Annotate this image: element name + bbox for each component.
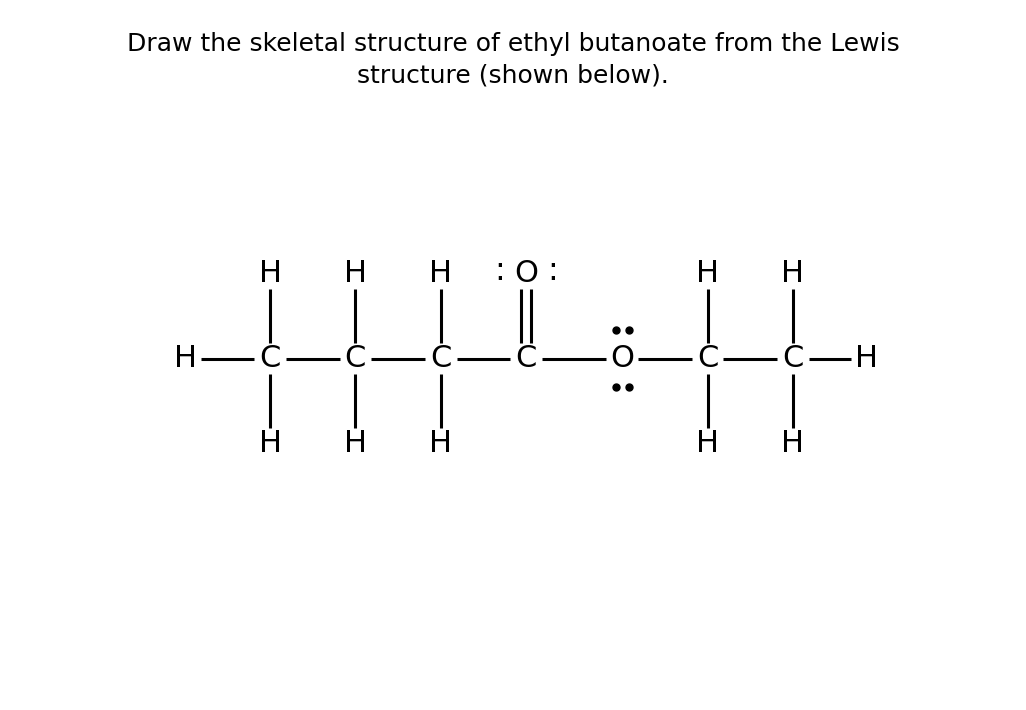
- Text: C: C: [697, 344, 718, 373]
- Text: H: H: [781, 430, 804, 458]
- Text: H: H: [259, 430, 282, 458]
- Text: C: C: [260, 344, 281, 373]
- Text: C: C: [782, 344, 803, 373]
- Text: O: O: [610, 344, 634, 373]
- Text: H: H: [429, 259, 452, 288]
- Text: structure (shown below).: structure (shown below).: [357, 64, 669, 88]
- Text: H: H: [259, 259, 282, 288]
- Text: C: C: [430, 344, 451, 373]
- Text: H: H: [173, 344, 197, 373]
- Text: H: H: [344, 259, 367, 288]
- Text: H: H: [696, 430, 719, 458]
- Text: H: H: [855, 344, 878, 373]
- Text: :: :: [494, 256, 505, 287]
- Text: :: :: [547, 256, 558, 287]
- Text: Draw the skeletal structure of ethyl butanoate from the Lewis: Draw the skeletal structure of ethyl but…: [126, 32, 900, 56]
- Text: C: C: [345, 344, 366, 373]
- Text: H: H: [781, 259, 804, 288]
- Text: H: H: [696, 259, 719, 288]
- Text: H: H: [429, 430, 452, 458]
- Text: C: C: [515, 344, 537, 373]
- Text: O: O: [514, 259, 538, 288]
- Text: H: H: [344, 430, 367, 458]
